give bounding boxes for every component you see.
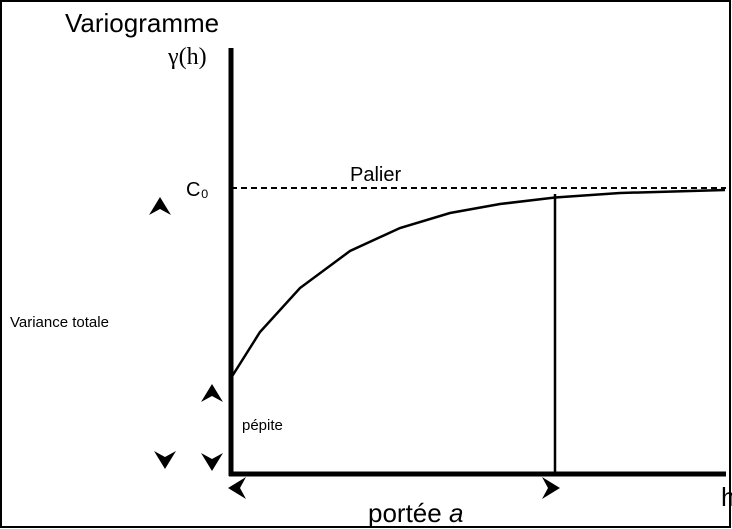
range-label-text: portée — [368, 498, 442, 528]
arrow-up — [149, 197, 171, 215]
range-label-variable: a — [449, 498, 463, 528]
arrow-down — [201, 453, 223, 471]
arrow-right — [542, 477, 560, 499]
range-label: portée a — [368, 498, 463, 528]
arrow-left — [228, 477, 246, 499]
title: Variogramme — [65, 8, 219, 38]
arrowheads — [149, 197, 560, 499]
nugget-label: pépite — [242, 417, 283, 434]
total-variance-label: Variance totale — [10, 314, 109, 331]
arrow-down — [154, 451, 176, 469]
y-axis-label: γ(h) — [167, 44, 207, 70]
variogram-curve — [229, 188, 726, 379]
sill-value-label: C₀ — [186, 179, 209, 201]
sill-label: Palier — [350, 164, 401, 186]
arrow-up — [201, 384, 223, 402]
x-axis-label: h — [721, 482, 732, 512]
